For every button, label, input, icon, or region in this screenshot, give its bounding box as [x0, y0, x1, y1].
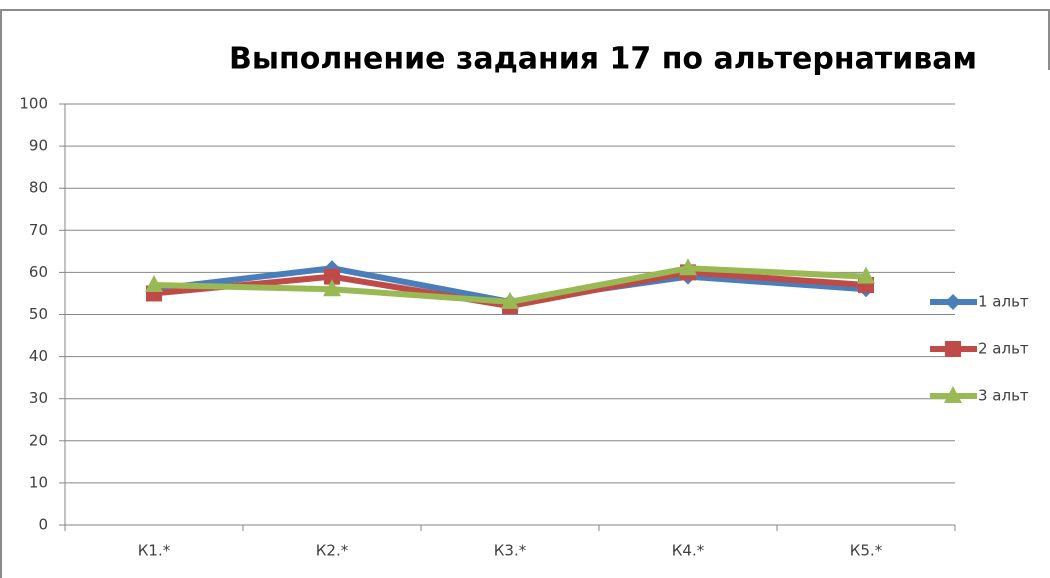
x-tick-label: К5.* [850, 542, 883, 560]
marker [679, 258, 697, 276]
marker [857, 266, 875, 284]
x-tick-label: К2.* [316, 542, 349, 560]
y-tick-label: 30 [29, 389, 48, 407]
marker [145, 275, 163, 293]
marker [944, 386, 962, 403]
legend-label: 3 альт [978, 387, 1029, 405]
y-tick-label: 80 [29, 179, 48, 197]
y-tick-label: 40 [29, 347, 48, 365]
frame [0, 9, 1050, 578]
y-tick-label: 60 [29, 263, 48, 281]
y-tick-label: 0 [38, 516, 48, 534]
y-tick-label: 100 [19, 95, 48, 113]
y-tick-label: 50 [29, 305, 48, 323]
legend-label: 2 альт [978, 340, 1029, 358]
y-tick-label: 70 [29, 221, 48, 239]
x-tick-label: К4.* [672, 542, 705, 560]
x-tick-label: К3.* [494, 542, 527, 560]
marker [501, 291, 519, 309]
legend-label: 1 альт [978, 293, 1029, 311]
y-tick-label: 10 [29, 473, 48, 491]
x-tick-label: К1.* [138, 542, 171, 560]
marker [324, 268, 340, 285]
marker [945, 341, 961, 357]
marker [945, 294, 961, 310]
y-tick-label: 90 [29, 137, 48, 155]
chart-title: Выполнение задания 17 по альтернативам [229, 42, 977, 77]
marker [323, 279, 341, 297]
y-tick-label: 20 [29, 431, 48, 449]
